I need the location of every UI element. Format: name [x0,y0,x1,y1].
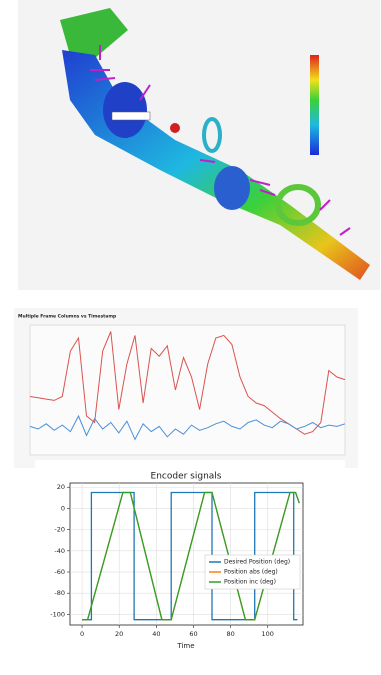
x-tick-label: 20 [115,630,123,638]
fea-render [18,0,380,290]
joint [214,166,250,210]
green-part [60,8,128,58]
series-line [82,491,298,621]
legend-label: Position inc (deg) [224,579,276,586]
plot-area [29,324,346,456]
x-tick-label: 60 [189,630,197,638]
series-line [29,414,346,441]
probe-box [111,111,151,121]
marker [170,123,180,133]
ring [202,117,222,153]
chart-title: Multiple Frame Columns vs Timestamp [18,314,117,320]
y-tick-label: -20 [54,526,65,534]
y-tick-label: 20 [57,483,65,491]
y-tick-label: -100 [50,610,65,618]
force-arrows [90,45,351,236]
series-line [82,491,300,621]
y-tick-label: -80 [54,589,65,597]
y-tick-label: -60 [54,568,65,576]
y-tick-label: -40 [54,547,65,555]
y-tick-label: 0 [61,504,65,512]
x-tick-label: 0 [80,630,84,638]
x-tick-label: 80 [226,630,234,638]
legend-label: Position abs (deg) [224,569,278,576]
x-tick-label: 40 [152,630,160,638]
joint [103,82,147,138]
ring [275,184,321,226]
legend-label: Desired Position (deg) [224,559,290,566]
chart-title: Encoder signals [151,472,222,482]
plot-frame [69,482,304,626]
x-axis-label: Time [176,642,194,650]
x-tick-label: 100 [262,630,274,638]
colorbar [310,55,319,155]
